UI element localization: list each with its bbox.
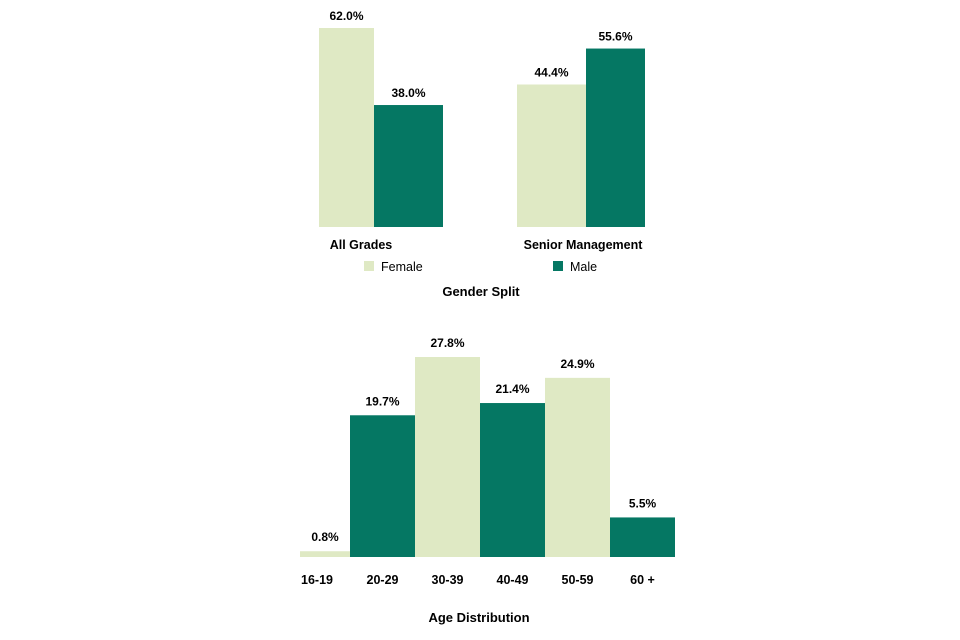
category-label: Senior Management xyxy=(524,238,644,252)
category-label: 20-29 xyxy=(367,573,399,587)
category-label: All Grades xyxy=(330,238,393,252)
data-label: 5.5% xyxy=(629,496,657,510)
gender-chart-title: Gender Split xyxy=(442,284,520,299)
gender-split-chart: 62.0% 38.0% All Grades 44.4% 55.6% Senior Man… xyxy=(319,9,645,252)
data-label: 44.4% xyxy=(534,65,568,79)
data-label: 38.0% xyxy=(391,86,425,100)
data-label: 0.8% xyxy=(311,530,339,544)
data-label: 21.4% xyxy=(495,382,529,396)
legend-label-female: Female xyxy=(381,260,423,274)
bar-age-60plus xyxy=(610,517,675,557)
bar-all-grades-female xyxy=(319,28,374,227)
legend-label-male: Male xyxy=(570,260,597,274)
data-label: 62.0% xyxy=(329,9,363,23)
category-label: 30-39 xyxy=(432,573,464,587)
data-label: 19.7% xyxy=(365,394,399,408)
data-label: 24.9% xyxy=(560,357,594,371)
age-distribution-chart: 0.8% 16-19 19.7% 20-29 27.8% 30-39 21.4% 40-49 2… xyxy=(300,336,675,587)
bar-senior-management-male xyxy=(586,48,645,228)
bar-age-20-29 xyxy=(350,415,415,557)
age-chart-title: Age Distribution xyxy=(428,610,529,625)
category-label: 50-59 xyxy=(562,573,594,587)
category-label: 40-49 xyxy=(497,573,529,587)
bar-age-30-39 xyxy=(415,357,480,557)
category-label: 16-19 xyxy=(301,573,333,587)
category-label: 60 + xyxy=(630,573,655,587)
data-label: 55.6% xyxy=(598,30,632,44)
bar-age-40-49 xyxy=(480,403,545,557)
bar-senior-management-female xyxy=(517,84,586,227)
bar-age-16-19 xyxy=(300,551,350,557)
legend-swatch-male xyxy=(553,261,563,271)
gender-legend: Female Male xyxy=(364,260,597,274)
bar-all-grades-male xyxy=(374,105,443,227)
data-label: 27.8% xyxy=(430,336,464,350)
bar-age-50-59 xyxy=(545,377,610,557)
legend-swatch-female xyxy=(364,261,374,271)
